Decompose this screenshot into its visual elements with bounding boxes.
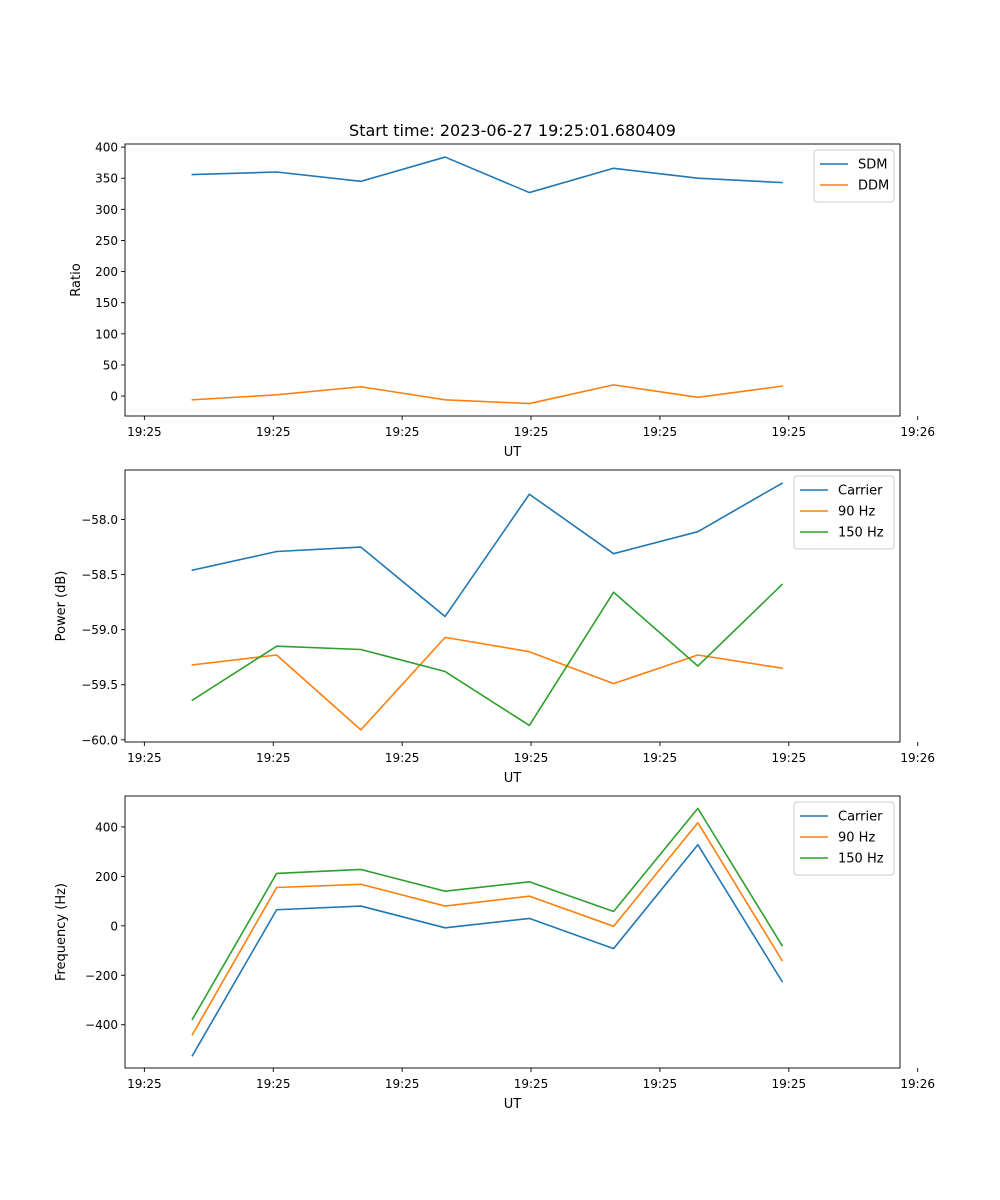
series-line-90-hz	[191, 636, 783, 731]
legend-label-sdm: SDM	[858, 158, 887, 173]
y-tick-label: 50	[103, 358, 118, 372]
x-tick-label: 19:25	[643, 751, 678, 765]
x-tick-label: 19:25	[256, 751, 291, 765]
legend-label-150-hz: 150 Hz	[838, 526, 884, 541]
x-tick-label: 19:25	[643, 425, 678, 439]
y-tick-label: 400	[95, 820, 118, 834]
y-tick-label: 350	[95, 172, 118, 186]
x-tick-label: 19:26	[900, 425, 935, 439]
panel-power: 19:25 19:25 19:25 19:25 19:25 19:25 19:26 −60.0…	[54, 469, 935, 786]
series-line-150-hz	[191, 583, 784, 727]
legend: Carrier 90 Hz 150 Hz	[793, 475, 895, 550]
y-tick-label: 200	[95, 265, 118, 279]
axes-frame	[124, 143, 901, 417]
series-group	[191, 807, 784, 1057]
x-tick-label: 19:25	[127, 425, 162, 439]
y-tick-label: 250	[95, 234, 118, 248]
series-line-ddm	[191, 384, 783, 405]
y-axis-label: Ratio	[69, 263, 84, 296]
panel-frequency: 19:25 19:25 19:25 19:25 19:25 19:25 19:26 −400 −…	[54, 795, 935, 1112]
y-tick-label: 400	[95, 141, 118, 155]
series-line-150-hz	[191, 807, 784, 1021]
y-tick-label: −200	[85, 969, 118, 983]
y-axis-label: Frequency (Hz)	[54, 883, 69, 981]
x-tick-label: 19:25	[772, 751, 807, 765]
axes-frame	[124, 469, 901, 743]
series-group	[191, 482, 784, 731]
x-tick-label: 19:25	[514, 1077, 549, 1091]
y-tick-label: −58.5	[81, 568, 118, 582]
x-tick-label: 19:25	[514, 751, 549, 765]
panel-ratio: 19:25 19:25 19:25 19:25 19:25 19:25 19:26 0 50 10…	[69, 141, 935, 460]
y-tick-label: 150	[95, 296, 118, 310]
y-tick-label: −400	[85, 1018, 118, 1032]
y-tick-label: −58.0	[81, 513, 118, 527]
y-tick-label: 100	[95, 327, 118, 341]
legend: SDM DDM	[813, 149, 895, 203]
legend-label-carrier: Carrier	[838, 810, 883, 825]
series-line-sdm	[191, 156, 783, 194]
figure-title: Start time: 2023-06-27 19:25:01.680409	[349, 121, 676, 140]
x-tick-label: 19:25	[256, 425, 291, 439]
legend-box	[813, 149, 895, 203]
x-tick-label: 19:25	[127, 751, 162, 765]
x-tick-label: 19:25	[514, 425, 549, 439]
legend: Carrier 90 Hz 150 Hz	[793, 801, 895, 876]
series-line-carrier	[191, 482, 784, 618]
x-tick-label: 19:26	[900, 1077, 935, 1091]
y-tick-label: 300	[95, 203, 118, 217]
legend-box	[793, 475, 895, 550]
y-tick-label: 0	[110, 390, 118, 404]
axes-frame	[124, 795, 901, 1069]
x-tick-label: 19:25	[385, 425, 420, 439]
legend-label-carrier: Carrier	[838, 484, 883, 499]
series-group	[191, 156, 783, 405]
x-axis-label: UT	[504, 445, 522, 460]
x-axis-label: UT	[504, 771, 522, 786]
x-tick-label: 19:26	[900, 751, 935, 765]
x-tick-label: 19:25	[127, 1077, 162, 1091]
x-tick-label: 19:25	[256, 1077, 291, 1091]
x-tick-label: 19:25	[385, 1077, 420, 1091]
series-line-90-hz	[191, 821, 784, 1036]
x-tick-label: 19:25	[772, 1077, 807, 1091]
x-tick-label: 19:25	[772, 425, 807, 439]
y-axis-label: Power (dB)	[54, 571, 69, 642]
x-tick-label: 19:25	[643, 1077, 678, 1091]
y-tick-label: −60.0	[81, 733, 118, 747]
legend-label-150-hz: 150 Hz	[838, 852, 884, 867]
legend-box	[793, 801, 895, 876]
series-line-carrier	[191, 843, 784, 1057]
legend-label-90-hz: 90 Hz	[838, 505, 875, 520]
legend-label-ddm: DDM	[858, 179, 889, 194]
y-tick-label: −59.5	[81, 678, 118, 692]
x-tick-label: 19:25	[385, 751, 420, 765]
y-tick-label: −59.0	[81, 623, 118, 637]
legend-label-90-hz: 90 Hz	[838, 831, 875, 846]
y-tick-label: 0	[110, 919, 118, 933]
y-tick-label: 200	[95, 870, 118, 884]
x-axis-label: UT	[504, 1097, 522, 1112]
